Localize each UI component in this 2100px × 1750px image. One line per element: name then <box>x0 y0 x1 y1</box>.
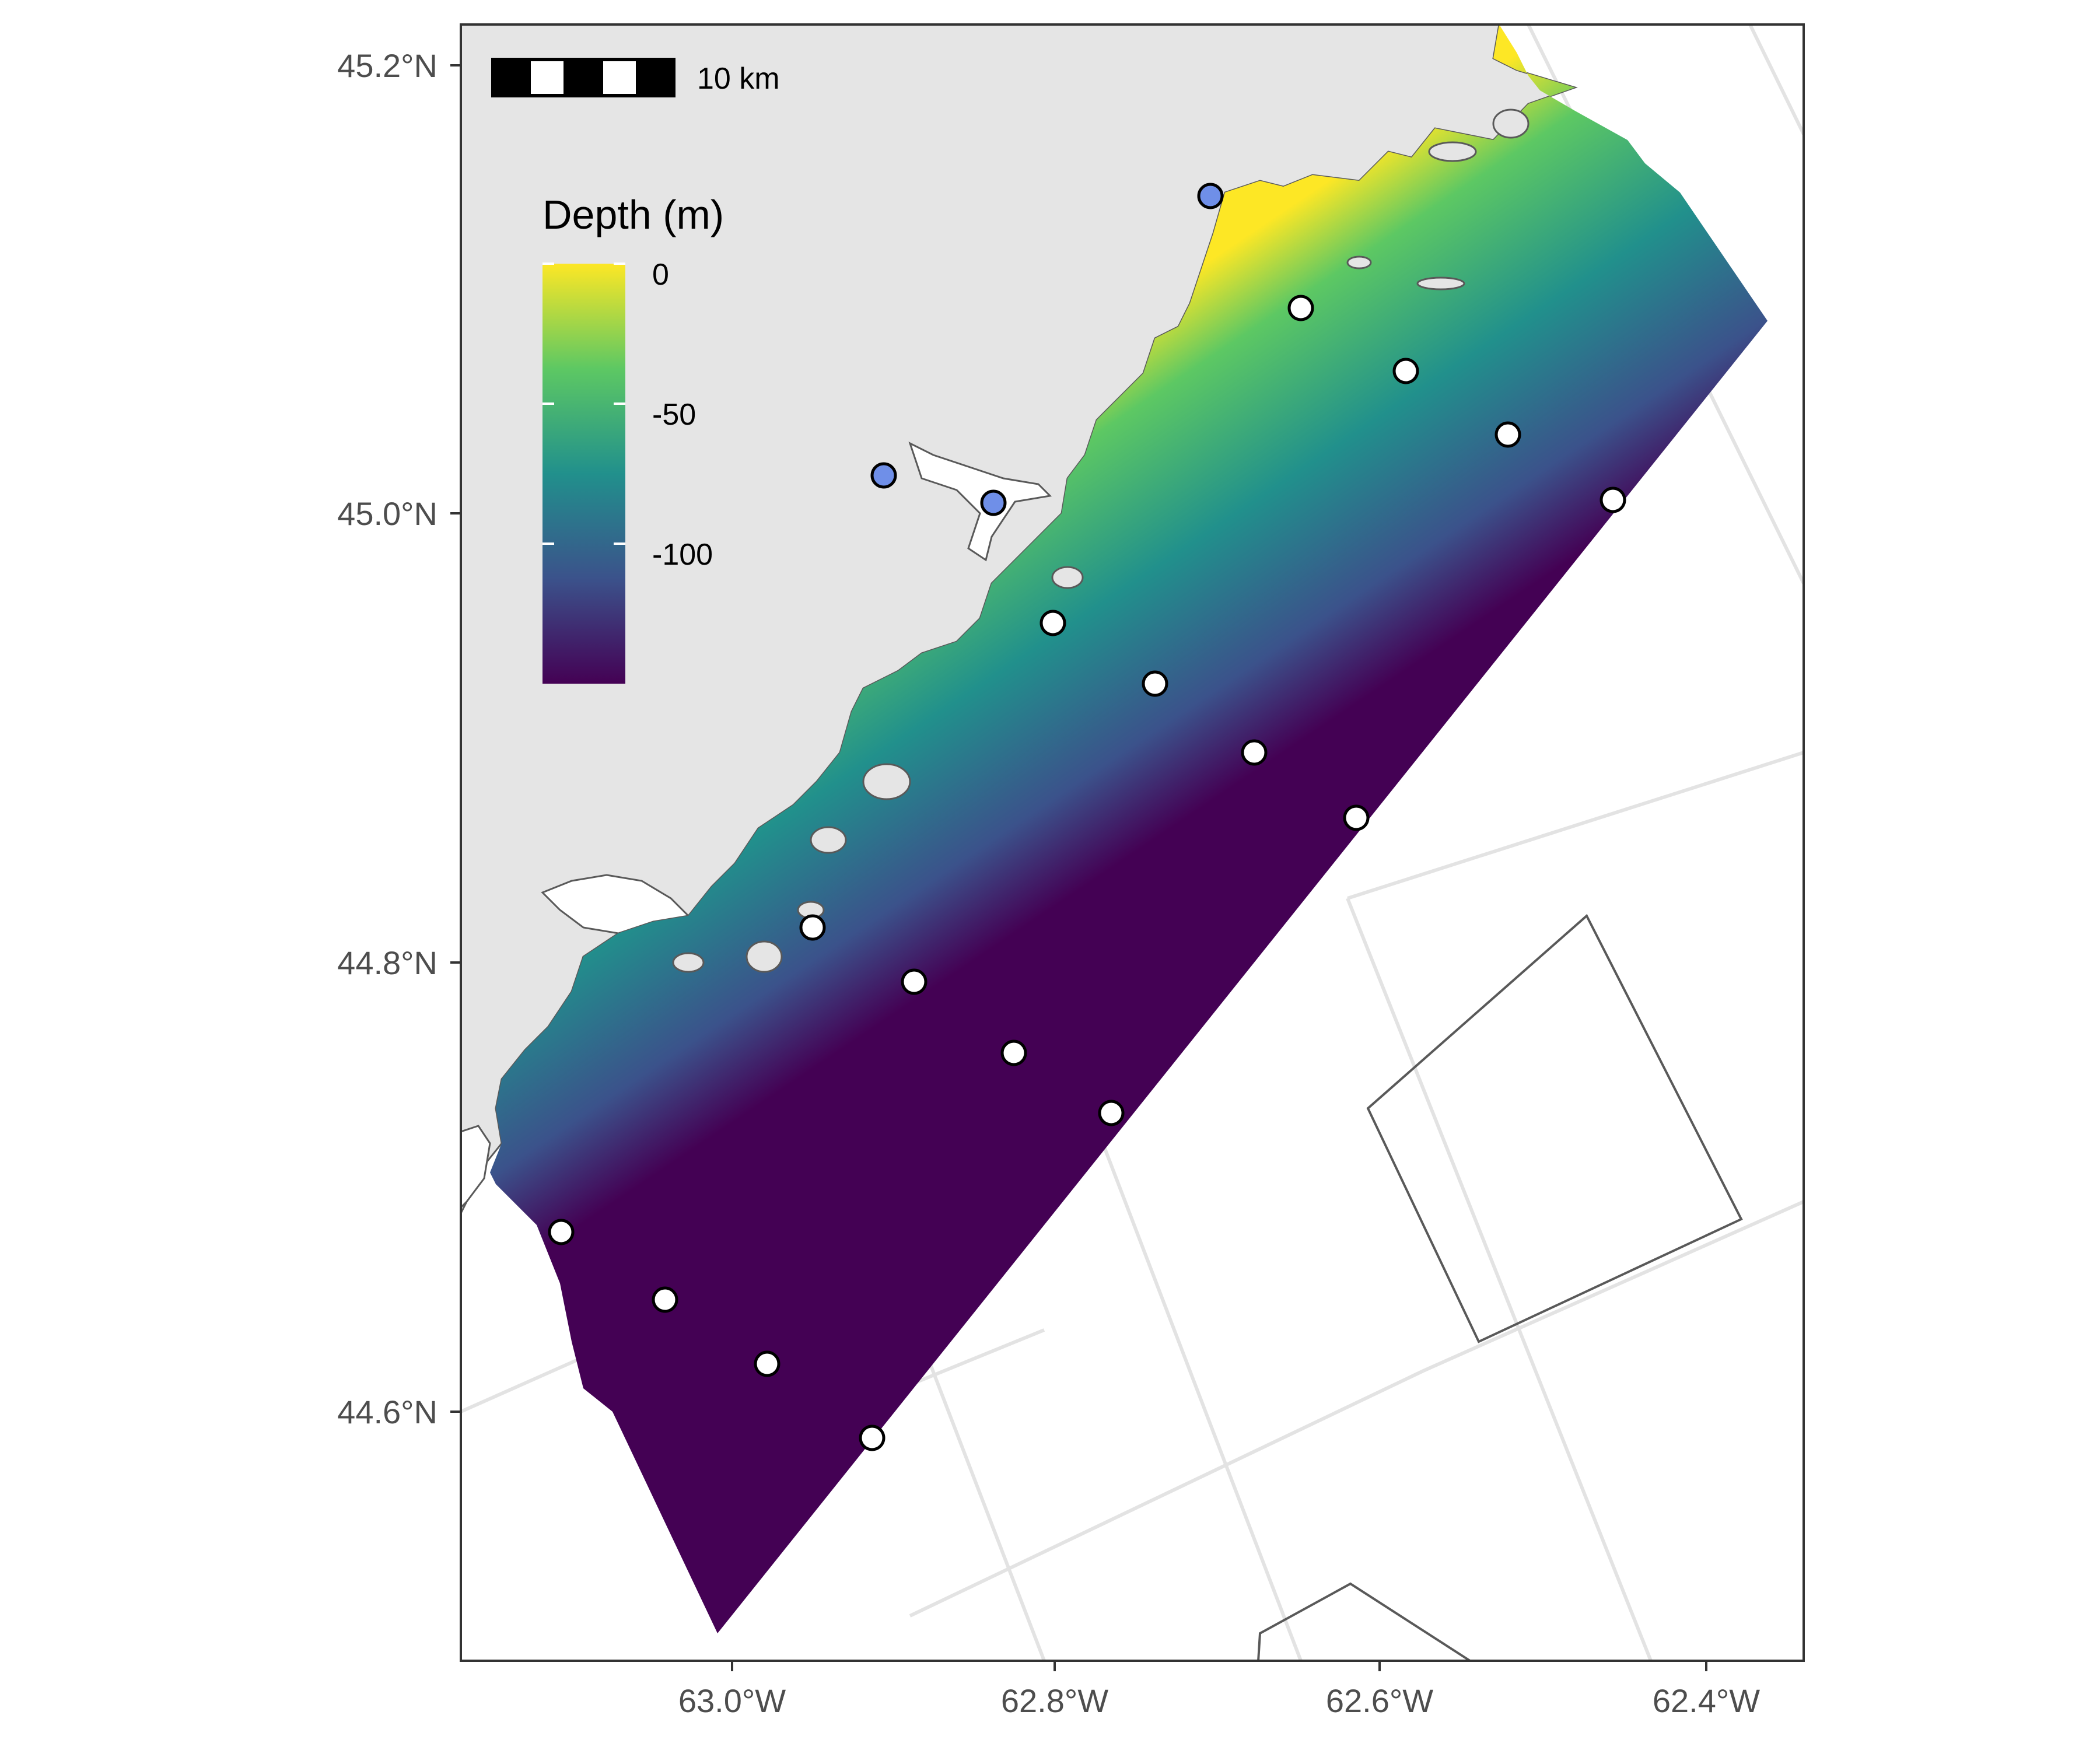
x-tick-label: 63.0°W <box>678 1682 786 1719</box>
legend-title: Depth (m) <box>542 192 724 237</box>
station-marker <box>755 1352 779 1376</box>
y-tick-label: 45.2°N <box>337 47 438 84</box>
scale-bar: 10 km <box>493 60 780 96</box>
station-marker <box>653 1288 677 1311</box>
station-marker <box>550 1220 573 1244</box>
station-marker <box>860 1426 884 1450</box>
station-marker <box>1345 806 1368 830</box>
island <box>1418 278 1464 289</box>
station-marker <box>1002 1041 1026 1065</box>
legend-colorbar <box>542 264 625 684</box>
longitude-axis: 63.0°W 62.8°W 62.6°W 62.4°W <box>678 1661 1760 1719</box>
station-marker <box>1242 741 1266 764</box>
island <box>1348 257 1371 268</box>
island <box>811 827 846 853</box>
island <box>863 764 910 799</box>
island <box>1429 142 1476 161</box>
inshore-station-marker <box>982 491 1005 514</box>
y-tick-label: 45.0°N <box>337 495 438 532</box>
scale-bar-segment <box>565 60 601 96</box>
latitude-axis: 45.2°N 45.0°N 44.8°N 44.6°N <box>337 47 461 1430</box>
x-tick-label: 62.8°W <box>1001 1682 1108 1719</box>
scale-bar-segment <box>601 60 638 96</box>
station-marker <box>1100 1101 1123 1125</box>
x-tick-label: 62.4°W <box>1653 1682 1760 1719</box>
station-marker <box>1041 611 1065 635</box>
legend-label: -100 <box>652 538 713 572</box>
station-marker <box>1394 359 1418 383</box>
scale-bar-label: 10 km <box>697 62 780 96</box>
station-marker <box>1601 488 1625 512</box>
station-marker <box>1143 672 1167 695</box>
y-tick-label: 44.8°N <box>337 944 438 981</box>
legend-label: 0 <box>652 258 669 292</box>
scale-bar-segment <box>493 60 529 96</box>
inshore-station-marker <box>872 464 895 487</box>
x-tick-label: 62.6°W <box>1326 1682 1433 1719</box>
scale-bar-segment <box>638 60 674 96</box>
station-marker <box>1289 296 1312 320</box>
station-marker <box>801 916 824 939</box>
station-marker <box>1496 423 1520 446</box>
island <box>673 953 704 972</box>
island <box>1052 567 1083 588</box>
inshore-station-marker <box>1199 184 1222 208</box>
scale-bar-segment <box>529 60 565 96</box>
island <box>747 942 782 972</box>
island <box>1493 110 1528 138</box>
station-marker <box>902 970 926 993</box>
legend-label: -50 <box>652 398 696 432</box>
y-tick-label: 44.6°N <box>337 1394 438 1430</box>
